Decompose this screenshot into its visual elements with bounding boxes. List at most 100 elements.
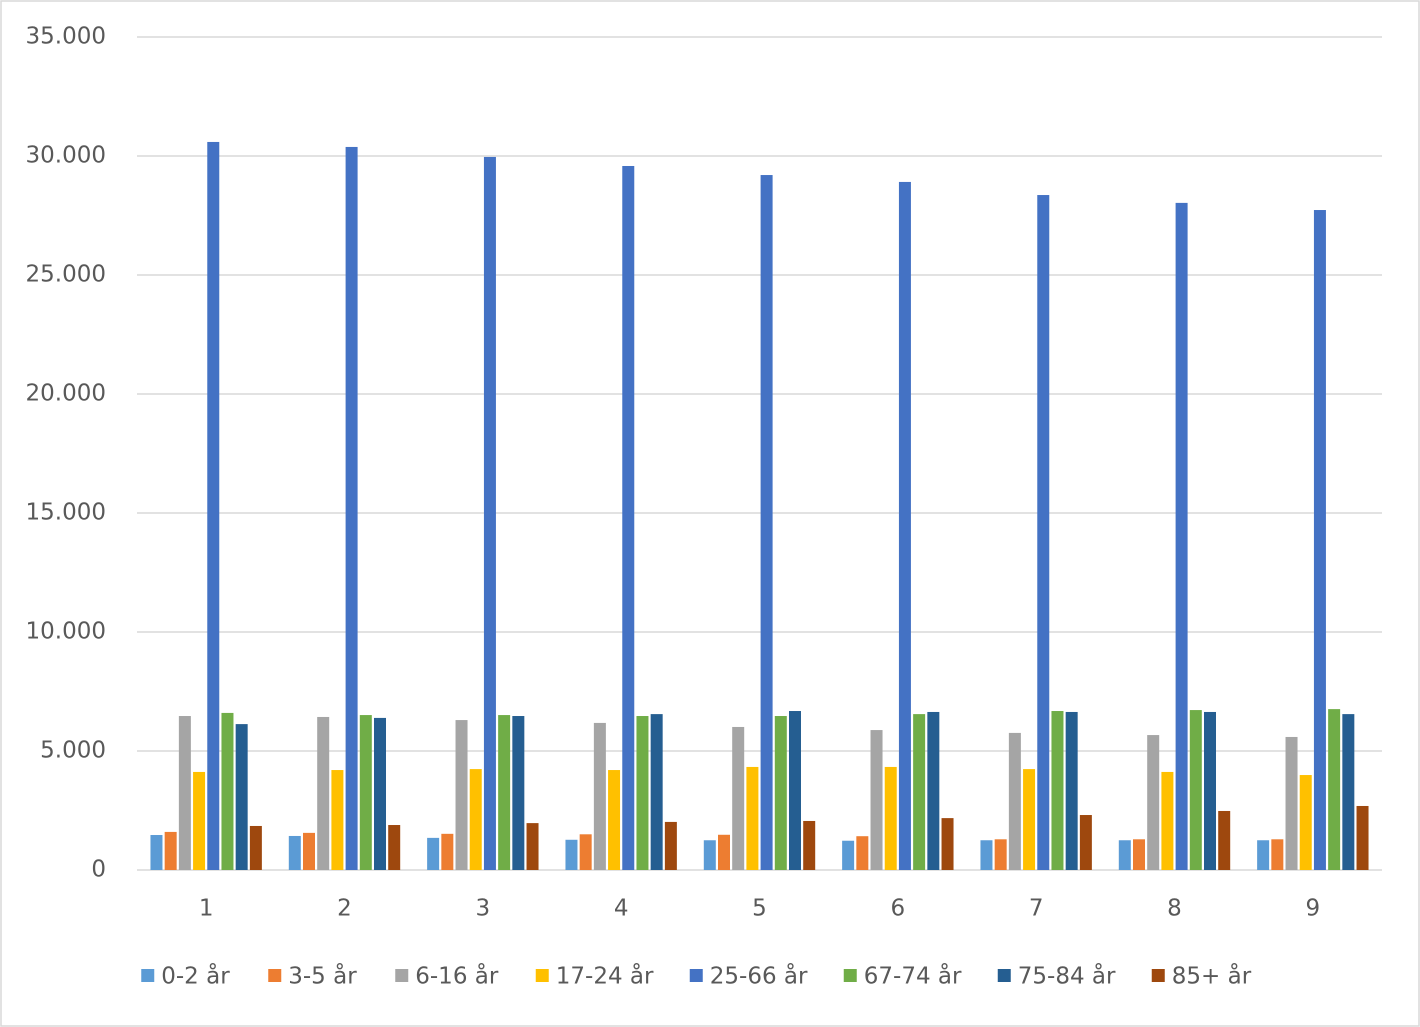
x-tick-label: 9 — [1306, 896, 1321, 922]
x-tick-label: 4 — [614, 896, 629, 922]
bar — [650, 714, 663, 870]
y-tick-label: 0 — [91, 857, 106, 883]
bar — [703, 840, 716, 870]
bar — [498, 715, 511, 870]
bar — [455, 720, 468, 870]
bar — [317, 716, 330, 870]
legend-swatch — [395, 969, 409, 982]
bar — [1204, 711, 1216, 870]
bar — [1023, 769, 1036, 870]
bar — [1257, 840, 1270, 870]
y-tick-label: 20.000 — [26, 381, 106, 407]
x-tick-label: 5 — [752, 896, 767, 922]
legend-swatch — [843, 969, 857, 982]
y-tick-label: 10.000 — [26, 619, 106, 645]
y-tick-label: 30.000 — [26, 143, 106, 169]
bar — [1356, 805, 1369, 870]
bar — [913, 714, 926, 870]
bar — [774, 716, 787, 870]
legend-swatch — [268, 969, 282, 982]
legend-label: 0-2 år — [161, 962, 230, 990]
bar — [288, 835, 301, 870]
bar — [718, 834, 730, 870]
bar — [636, 716, 649, 870]
bar — [1218, 810, 1231, 870]
bar — [994, 839, 1007, 870]
bar — [856, 836, 869, 870]
bar — [235, 724, 248, 870]
x-tick-label: 2 — [337, 896, 352, 922]
legend-swatch — [689, 969, 703, 982]
bar — [1161, 771, 1174, 870]
bar — [1189, 710, 1202, 870]
bar — [164, 831, 177, 870]
bar — [1065, 711, 1078, 870]
y-tick-label: 5.000 — [40, 738, 106, 764]
bar — [884, 766, 897, 870]
bar — [622, 165, 635, 871]
bar — [150, 835, 163, 870]
bar — [178, 716, 191, 870]
bar — [193, 771, 206, 870]
legend-swatch — [1151, 969, 1165, 982]
bar — [526, 823, 539, 870]
legend-label: 67-74 år — [864, 962, 962, 990]
legend-swatch — [141, 969, 155, 982]
bar — [1175, 202, 1188, 871]
bar — [249, 825, 262, 870]
bar — [746, 766, 759, 870]
bar — [1342, 714, 1355, 870]
bar — [664, 821, 677, 870]
bar — [1328, 709, 1341, 870]
bar — [760, 175, 773, 871]
bar — [469, 769, 482, 870]
bar — [1313, 210, 1326, 870]
bar — [1147, 735, 1160, 870]
bar — [1079, 815, 1092, 870]
bar — [303, 832, 315, 870]
x-tick-label: 8 — [1167, 896, 1182, 922]
bar — [980, 840, 993, 870]
bar — [593, 722, 606, 870]
bar — [1037, 195, 1050, 871]
bar — [842, 840, 855, 870]
legend-label: 75-84 år — [1018, 962, 1116, 990]
bar — [1008, 732, 1021, 870]
bar — [1051, 711, 1064, 870]
bar — [374, 717, 386, 870]
legend-label: 25-66 år — [710, 962, 808, 990]
bar — [870, 730, 883, 870]
bar — [483, 156, 496, 870]
y-tick-label: 35.000 — [26, 24, 106, 50]
legend-swatch — [997, 969, 1011, 982]
legend-label: 17-24 år — [556, 962, 654, 990]
bar — [512, 716, 525, 870]
bar — [927, 711, 940, 870]
x-tick-label: 7 — [1029, 896, 1044, 922]
bar — [221, 712, 234, 870]
bar — [345, 146, 358, 870]
bar — [803, 820, 816, 870]
legend-label: 6-16 år — [415, 962, 499, 990]
x-tick-label: 1 — [199, 896, 214, 922]
bar — [441, 833, 454, 870]
bar — [1118, 840, 1131, 870]
x-tick-label: 3 — [476, 896, 491, 922]
bar — [732, 726, 745, 870]
bar — [898, 181, 911, 870]
bar — [608, 770, 621, 870]
bar — [427, 837, 440, 870]
bar — [331, 770, 344, 870]
bar — [1133, 839, 1145, 870]
bar — [789, 711, 801, 870]
bar — [1299, 775, 1312, 870]
bar — [1285, 736, 1298, 870]
bar — [579, 834, 592, 870]
bar — [359, 715, 372, 870]
bar — [1271, 839, 1284, 870]
bar — [941, 818, 954, 870]
bar — [565, 839, 578, 870]
y-tick-label: 25.000 — [26, 262, 106, 288]
legend-label: 85+ år — [1172, 962, 1252, 990]
